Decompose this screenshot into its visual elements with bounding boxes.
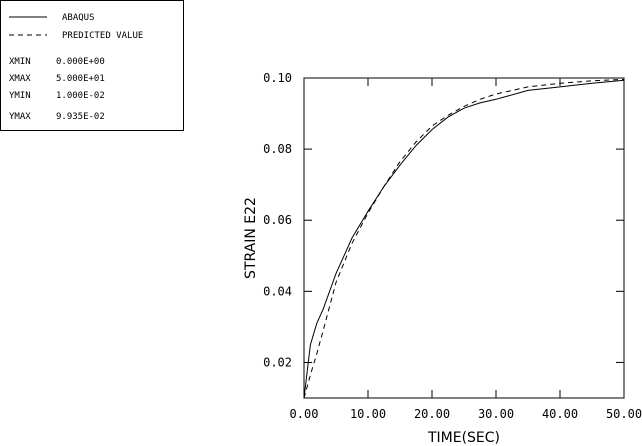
y-axis-title: STRAIN E22 (243, 197, 259, 279)
legend-stat-value: 9.935E-02 (56, 112, 105, 122)
axis-ticks (303, 77, 625, 398)
x-tick-label: 40.00 (542, 407, 578, 421)
y-tick-label: 0.08 (263, 142, 292, 156)
x-tick-label: 0.00 (290, 407, 319, 421)
legend-stat-key: XMIN (9, 57, 31, 67)
x-tick-label: 30.00 (478, 407, 514, 421)
y-tick-label: 0.06 (263, 213, 292, 227)
y-tick-label: 0.02 (263, 355, 292, 369)
series-line-abaqus (303, 79, 625, 399)
series-layer (303, 78, 625, 399)
x-tick-label: 20.00 (414, 407, 450, 421)
plot-frame (303, 77, 625, 399)
x-tick-label: 50.00 (606, 407, 642, 421)
tick-labels: 0.00 10.00 20.00 30.00 40.00 50.00 0.02 0.04 0.0… (263, 71, 642, 421)
legend-stat-key: YMAX (9, 112, 31, 122)
legend-stat-value: 0.000E+00 (56, 57, 105, 67)
legend-entry-abaqus: ABAQUS (62, 13, 95, 23)
x-tick-label: 10.00 (350, 407, 386, 421)
legend-entry-predicted: PREDICTED VALUE (62, 31, 143, 41)
y-tick-label: 0.04 (263, 284, 292, 298)
legend-stat-value: 5.000E+01 (56, 74, 105, 84)
legend-stat-value: 1.000E-02 (56, 91, 105, 101)
legend-stat-key: XMAX (9, 74, 31, 84)
y-tick-label: 0.10 (263, 71, 292, 85)
legend: ABAQUS PREDICTED VALUE XMIN 0.000E+00 XM… (0, 0, 184, 131)
x-axis-title: TIME(SEC) (427, 430, 500, 446)
series-line-predicted (303, 78, 625, 399)
legend-stat-key: YMIN (9, 91, 31, 101)
legend-box (0, 0, 184, 131)
